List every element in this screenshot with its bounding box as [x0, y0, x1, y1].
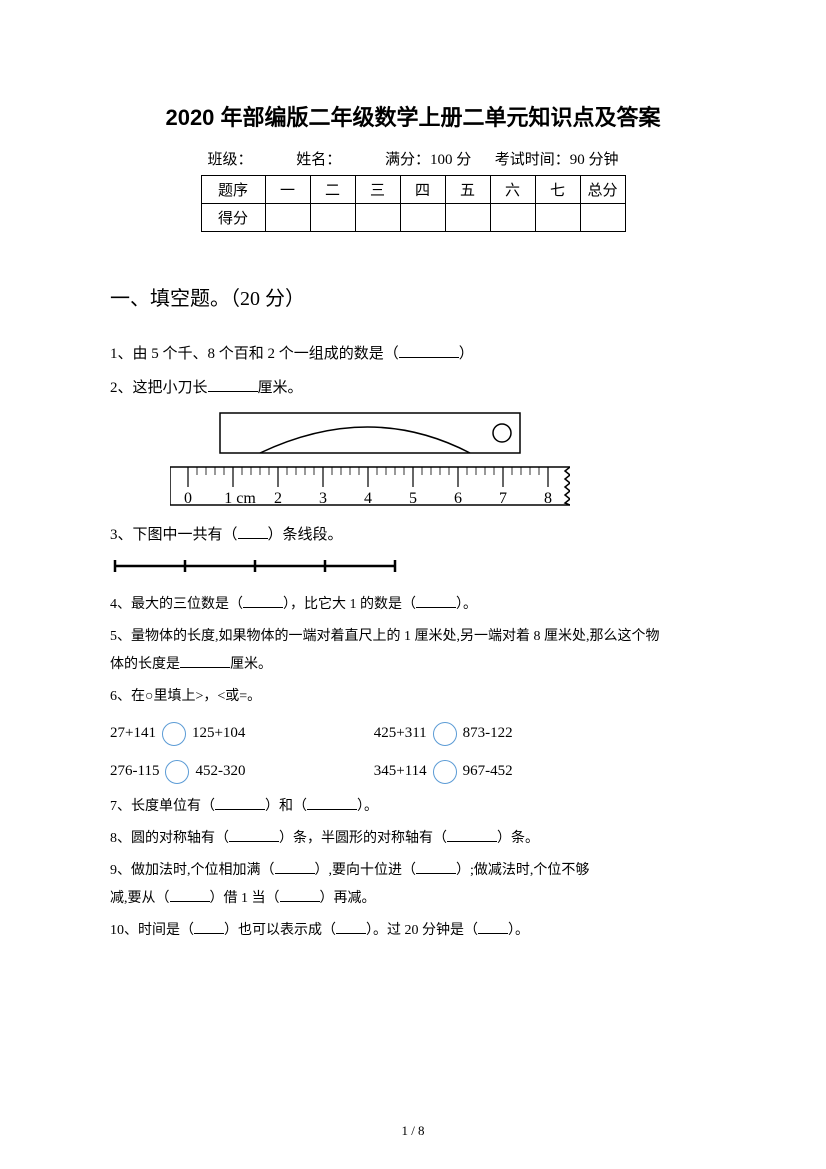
svg-text:0: 0 — [184, 490, 192, 507]
page: 2020 年部编版二年级数学上册二单元知识点及答案 班级： 姓名： 满分：100… — [0, 0, 826, 1169]
doc-title: 2020 年部编版二年级数学上册二单元知识点及答案 — [110, 100, 716, 132]
col-head: 六 — [490, 176, 535, 204]
row1-label: 题序 — [201, 176, 265, 204]
circle-blank[interactable] — [165, 760, 189, 784]
inequality-row: 276-115452-320 345+114967-452 — [110, 753, 716, 789]
score-cell — [400, 204, 445, 232]
fill-blank[interactable] — [336, 920, 366, 934]
fill-blank[interactable] — [478, 920, 508, 934]
score-cell — [490, 204, 535, 232]
name-label: 姓名： — [296, 148, 341, 169]
fill-blank[interactable] — [194, 920, 224, 934]
question-2: 2、这把小刀长厘米。 — [110, 373, 716, 403]
svg-text:6: 6 — [454, 490, 462, 507]
info-line: 班级： 姓名： 满分：100 分 考试时间：90 分钟 — [110, 148, 716, 169]
col-head: 一 — [265, 176, 310, 204]
fill-blank[interactable] — [307, 796, 357, 810]
fill-blank[interactable] — [416, 860, 456, 874]
table-row: 题序 一 二 三 四 五 六 七 总分 — [201, 176, 625, 204]
question-3: 3、下图中一共有（）条线段。 — [110, 520, 716, 550]
col-head: 三 — [355, 176, 400, 204]
fill-blank[interactable] — [280, 888, 320, 902]
class-label: 班级： — [207, 148, 252, 169]
ruler-figure: 0 1 cm 2 3 4 5 6 7 8 — [170, 409, 716, 514]
fill-blank[interactable] — [399, 343, 459, 358]
fill-blank[interactable] — [243, 594, 283, 608]
svg-text:2: 2 — [274, 490, 282, 507]
col-head: 二 — [310, 176, 355, 204]
time-label: 考试时间： — [495, 148, 570, 169]
question-1: 1、由 5 个千、8 个百和 2 个一组成的数是（） — [110, 339, 716, 369]
question-9: 9、做加法时,个位相加满（）,要向十位进（）;做减法时,个位不够 减,要从（）借… — [110, 857, 716, 913]
col-head: 七 — [535, 176, 580, 204]
full-label: 满分： — [385, 148, 430, 169]
table-row: 得分 — [201, 204, 625, 232]
fill-blank[interactable] — [215, 796, 265, 810]
score-cell — [355, 204, 400, 232]
time-value: 90 分钟 — [570, 148, 619, 169]
score-cell — [535, 204, 580, 232]
score-cell — [445, 204, 490, 232]
row2-label: 得分 — [201, 204, 265, 232]
svg-text:7: 7 — [499, 490, 507, 507]
fill-blank[interactable] — [238, 524, 268, 539]
score-cell — [265, 204, 310, 232]
svg-text:1 cm: 1 cm — [224, 490, 256, 507]
col-head: 五 — [445, 176, 490, 204]
col-head: 总分 — [580, 176, 625, 204]
circle-blank[interactable] — [162, 722, 186, 746]
fill-blank[interactable] — [447, 828, 497, 842]
page-number: 1 / 8 — [0, 1123, 826, 1139]
full-value: 100 分 — [430, 148, 471, 169]
question-10: 10、时间是（）也可以表示成（）。过 20 分钟是（）。 — [110, 917, 716, 945]
section-title: 一、填空题。（20 分） — [110, 282, 716, 311]
question-8: 8、圆的对称轴有（）条，半圆形的对称轴有（）条。 — [110, 825, 716, 853]
svg-text:8: 8 — [544, 490, 552, 507]
fill-blank[interactable] — [416, 594, 456, 608]
fill-blank[interactable] — [275, 860, 315, 874]
score-table: 题序 一 二 三 四 五 六 七 总分 得分 — [201, 175, 626, 232]
circle-blank[interactable] — [433, 722, 457, 746]
svg-text:5: 5 — [409, 490, 417, 507]
question-6-title: 6、在○里填上>，<或=。 — [110, 683, 716, 711]
score-cell — [310, 204, 355, 232]
svg-text:3: 3 — [319, 490, 327, 507]
col-head: 四 — [400, 176, 445, 204]
line-segment-figure — [110, 556, 716, 581]
score-cell — [580, 204, 625, 232]
question-4: 4、最大的三位数是（），比它大 1 的数是（）。 — [110, 591, 716, 619]
circle-blank[interactable] — [433, 760, 457, 784]
fill-blank[interactable] — [170, 888, 210, 902]
fill-blank[interactable] — [229, 828, 279, 842]
fill-blank[interactable] — [208, 377, 258, 392]
fill-blank[interactable] — [180, 654, 230, 668]
inequality-row: 27+141125+104 425+311873-122 — [110, 715, 716, 751]
question-7: 7、长度单位有（）和（）。 — [110, 793, 716, 821]
question-5: 5、量物体的长度,如果物体的一端对着直尺上的 1 厘米处,另一端对着 8 厘米处… — [110, 623, 716, 679]
svg-text:4: 4 — [364, 490, 372, 507]
